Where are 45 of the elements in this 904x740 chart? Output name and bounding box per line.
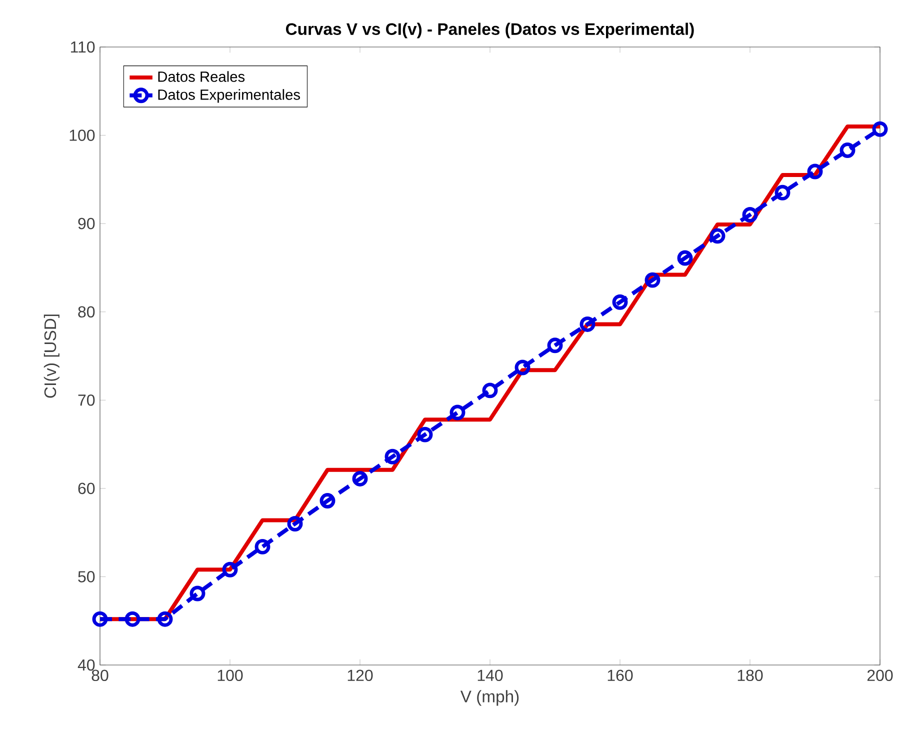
x-tick-label: 180: [738, 670, 763, 682]
point: [807, 164, 823, 180]
point: [612, 294, 628, 310]
x-axis-title: V (mph): [460, 690, 519, 706]
x-tick-label: 200: [867, 670, 893, 682]
x-tick-label: 80: [92, 670, 108, 682]
point: [547, 338, 563, 354]
point: [352, 470, 368, 486]
y-tick-label: 100: [70, 130, 95, 141]
point: [872, 121, 888, 137]
x-tick-label: 160: [608, 670, 633, 682]
y-tick-label: 80: [78, 306, 95, 318]
point: [774, 184, 790, 200]
y-tick-label: 90: [78, 218, 95, 230]
y-axis-title: CI(v) [USD]: [44, 314, 60, 398]
point: [190, 586, 206, 602]
y-tick-label: 50: [78, 571, 95, 582]
y-tick-label: 70: [78, 394, 95, 406]
point: [677, 250, 693, 266]
point: [580, 316, 596, 332]
point: [417, 426, 433, 442]
x-tick-label: 100: [218, 670, 243, 682]
x-tick-label: 120: [348, 670, 373, 682]
chart-title: Curvas V vs CI(v) - Paneles (Datos vs Experimental): [286, 22, 694, 38]
point: [124, 611, 140, 627]
point: [450, 404, 466, 420]
point: [157, 611, 173, 627]
legend-label: Datos Reales: [158, 71, 245, 82]
y-tick-label: 110: [70, 41, 95, 53]
point: [92, 611, 108, 627]
point: [514, 360, 530, 376]
point: [644, 272, 660, 288]
point: [254, 538, 270, 554]
point: [742, 207, 758, 222]
point: [482, 382, 498, 398]
y-tick-label: 40: [78, 659, 95, 671]
x-tick-label: 140: [478, 670, 503, 682]
point: [840, 142, 856, 158]
legend-label: Datos Experimentales: [158, 89, 300, 103]
point: [384, 448, 400, 464]
point: [287, 516, 303, 532]
point: [710, 228, 726, 244]
point: [320, 493, 336, 509]
point: [222, 562, 238, 578]
y-tick-label: 60: [78, 482, 95, 494]
